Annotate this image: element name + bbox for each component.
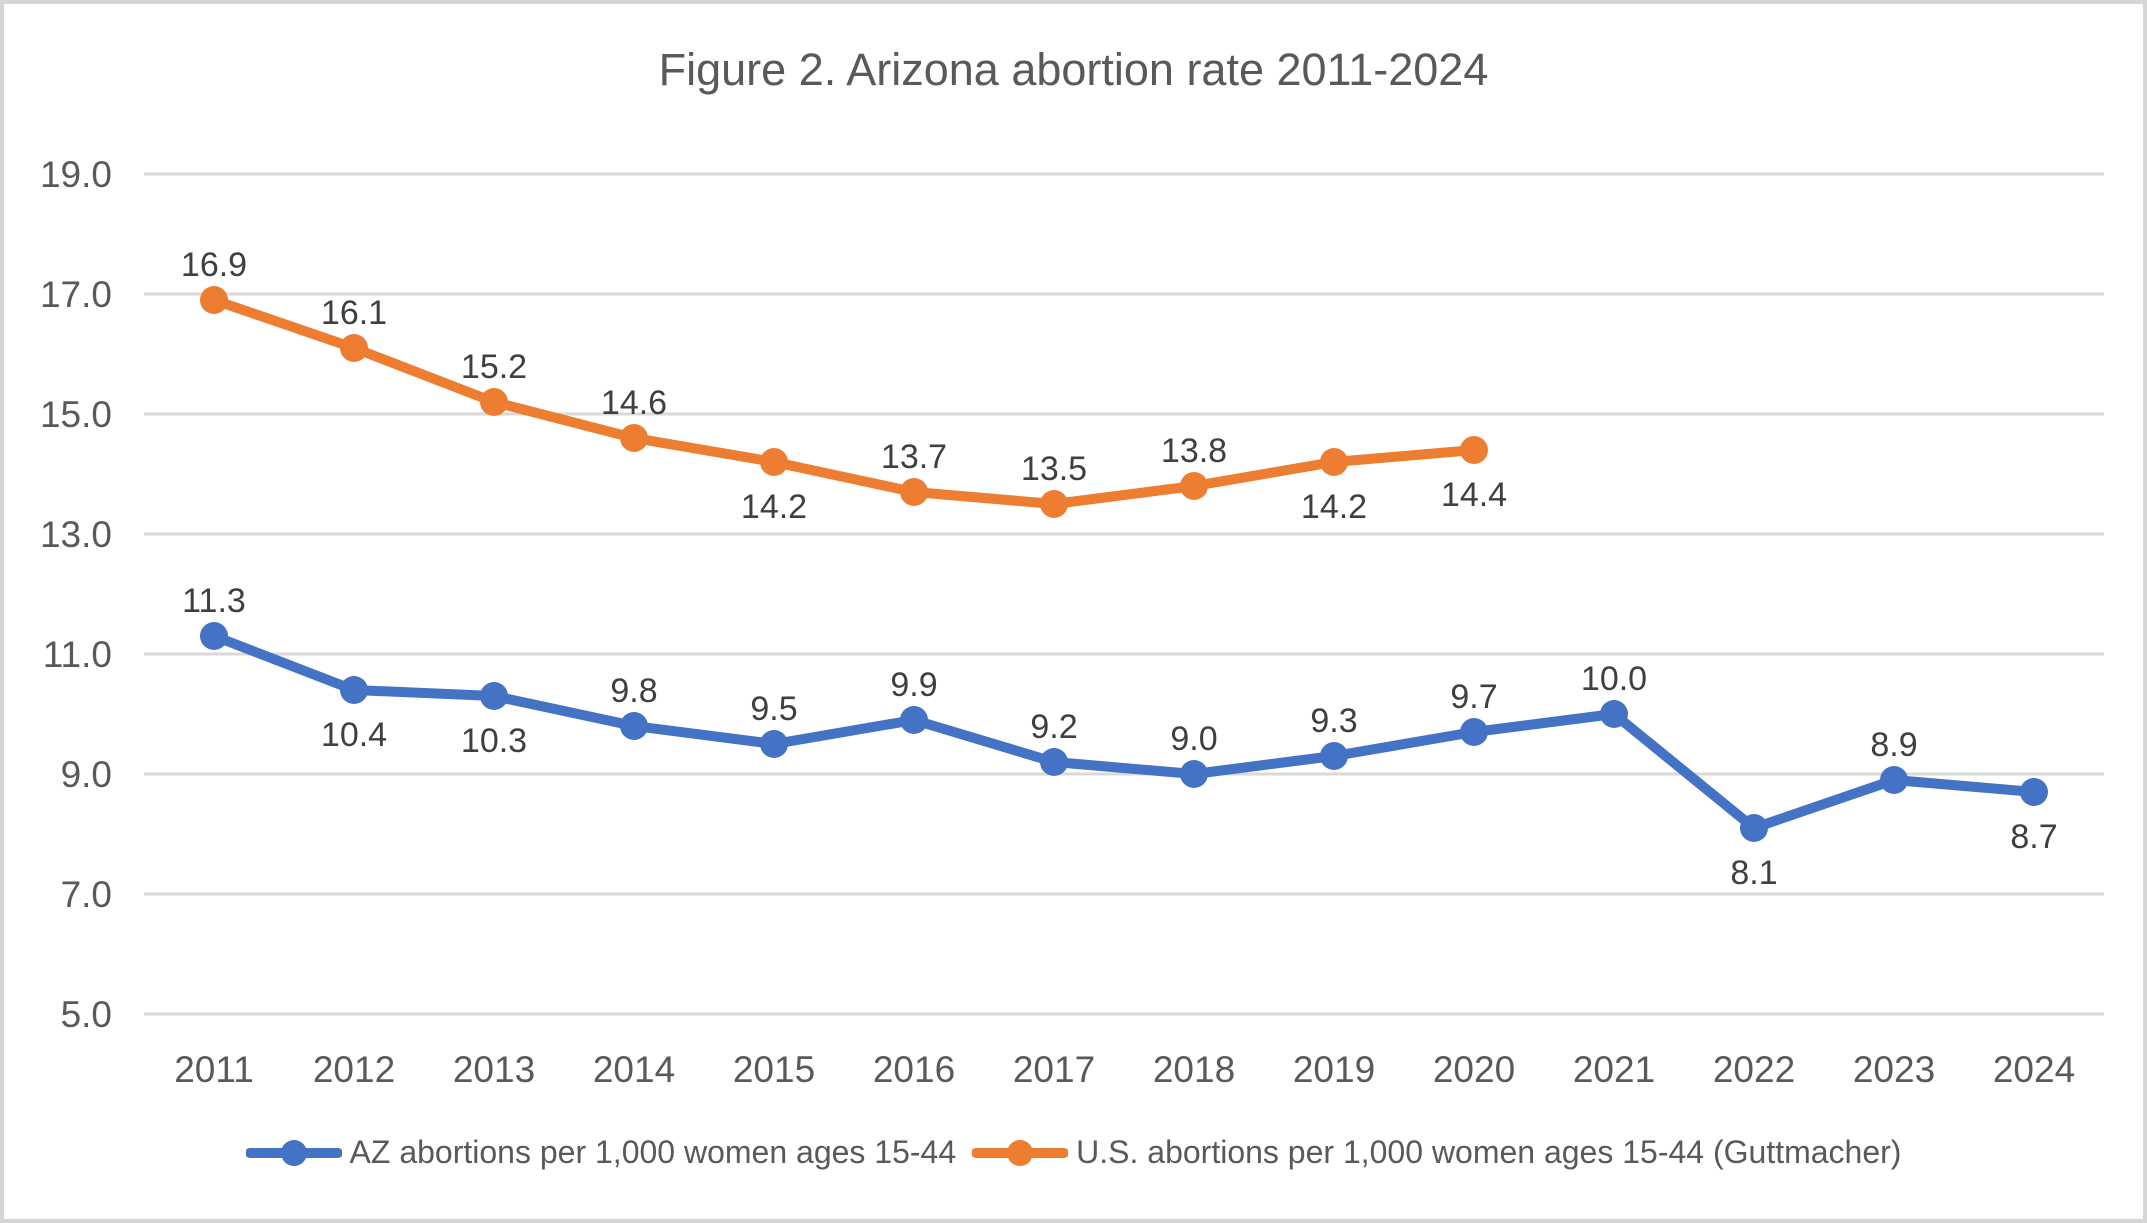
data-point-marker: [1180, 760, 1208, 788]
legend-label-us: U.S. abortions per 1,000 women ages 15-4…: [1076, 1134, 1902, 1170]
x-axis-label: 2011: [174, 1049, 254, 1090]
x-axis-label: 2024: [1993, 1049, 2075, 1090]
data-point-label: 9.7: [1450, 678, 1497, 716]
legend-label-az: AZ abortions per 1,000 women ages 15-44: [349, 1134, 957, 1170]
y-axis-tick-label: 7.0: [61, 874, 112, 915]
data-point-label: 8.1: [1730, 854, 1777, 892]
data-point-marker: [760, 730, 788, 758]
y-axis-tick-label: 17.0: [40, 274, 112, 315]
data-point-marker: [480, 388, 508, 416]
x-axis-label: 2022: [1713, 1049, 1795, 1090]
data-point-label: 9.8: [610, 672, 657, 710]
y-axis-tick-label: 15.0: [40, 394, 112, 435]
data-point-label: 14.6: [601, 384, 667, 422]
legend: AZ abortions per 1,000 women ages 15-44 …: [4, 1134, 2143, 1171]
data-point-marker: [1460, 718, 1488, 746]
data-point-label: 10.0: [1581, 660, 1647, 698]
data-point-marker: [1460, 436, 1488, 464]
plot-area: 19.0 17.0 15.0 13.0 11.0 9.0 7.0 5.0 2011 2012 201…: [40, 154, 2104, 1090]
x-axis-label: 2021: [1573, 1049, 1655, 1090]
x-axis-label: 2017: [1013, 1049, 1095, 1090]
data-point-marker: [1180, 472, 1208, 500]
data-point-marker: [620, 424, 648, 452]
x-axis-label: 2015: [733, 1049, 815, 1090]
data-point-label: 8.9: [1870, 726, 1917, 764]
data-point-marker: [620, 712, 648, 740]
data-point-marker: [900, 478, 928, 506]
data-point-marker: [1320, 448, 1348, 476]
legend-marker-az: [245, 1139, 342, 1166]
x-axis-label: 2014: [593, 1049, 675, 1090]
data-point-marker: [340, 676, 368, 704]
data-point-marker: [760, 448, 788, 476]
data-point-marker: [200, 622, 228, 650]
x-axis-label: 2019: [1293, 1049, 1375, 1090]
data-point-marker: [200, 286, 228, 314]
data-point-marker: [1740, 814, 1768, 842]
data-point-label: 10.4: [321, 716, 387, 754]
y-axis-tick-label: 19.0: [40, 154, 112, 195]
series-line-us: [209, 295, 1479, 509]
data-point-marker: [480, 682, 508, 710]
chart-title: Figure 2. Arizona abortion rate 2011-202…: [658, 44, 1489, 95]
legend-marker-us: [972, 1139, 1069, 1166]
data-point-label: 9.3: [1310, 702, 1357, 740]
y-axis-tick-label: 5.0: [61, 994, 112, 1035]
data-point-label: 14.2: [1301, 488, 1367, 526]
data-point-label: 13.7: [881, 438, 947, 476]
data-point-label: 15.2: [461, 348, 527, 386]
series-line-az: [209, 631, 2039, 833]
x-axis-label: 2012: [313, 1049, 395, 1090]
x-axis-label: 2013: [453, 1049, 535, 1090]
legend-item-az: AZ abortions per 1,000 women ages 15-44: [245, 1134, 957, 1171]
data-point-label: 16.1: [321, 294, 387, 332]
data-point-label: 9.5: [750, 690, 797, 728]
data-point-label: 10.3: [461, 722, 527, 760]
data-point-marker: [1320, 742, 1348, 770]
data-point-label: 13.5: [1021, 450, 1087, 488]
data-point-marker: [1880, 766, 1908, 794]
data-point-label: 16.9: [181, 246, 247, 284]
legend-item-us: U.S. abortions per 1,000 women ages 15-4…: [972, 1134, 1901, 1171]
data-point-label: 9.9: [890, 666, 937, 704]
y-axis-tick-label: 13.0: [40, 514, 112, 555]
data-point-label: 14.4: [1441, 476, 1507, 514]
data-point-marker: [900, 706, 928, 734]
data-point-label: 14.2: [741, 488, 807, 526]
data-point-marker: [1040, 490, 1068, 518]
data-point-marker: [2020, 778, 2048, 806]
data-point-label: 9.2: [1030, 708, 1077, 746]
x-axis-label: 2016: [873, 1049, 955, 1090]
y-axis-tick-label: 11.0: [43, 634, 112, 675]
x-axis-label: 2018: [1153, 1049, 1235, 1090]
data-point-label: 8.7: [2010, 818, 2057, 856]
data-point-marker: [340, 334, 368, 362]
y-axis-tick-label: 9.0: [61, 754, 112, 795]
data-point-marker: [1600, 700, 1628, 728]
data-point-marker: [1040, 748, 1068, 776]
x-axis-label: 2020: [1433, 1049, 1515, 1090]
x-axis-label: 2023: [1853, 1049, 1935, 1090]
data-point-label: 11.3: [182, 582, 246, 620]
data-point-label: 9.0: [1170, 720, 1217, 758]
data-point-label: 13.8: [1161, 432, 1227, 470]
